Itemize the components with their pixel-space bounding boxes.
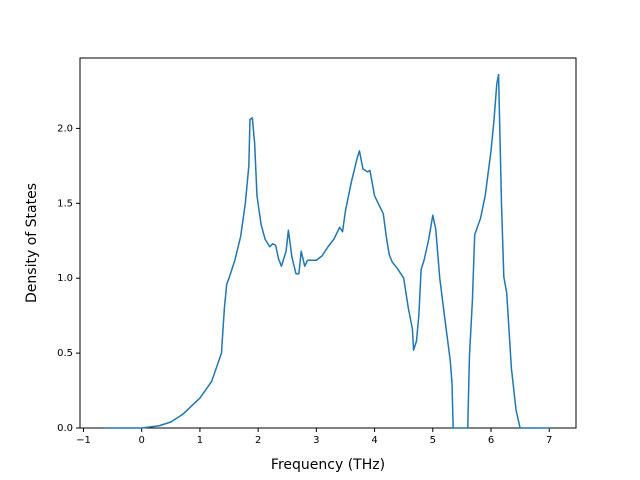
x-tick-label: 0 <box>139 435 145 446</box>
x-tick-label: 7 <box>546 435 552 446</box>
x-tick-label: −1 <box>76 435 91 446</box>
y-tick-label: 0.0 <box>57 423 73 434</box>
y-tick-label: 2.0 <box>57 123 73 134</box>
x-tick-label: 5 <box>430 435 436 446</box>
y-tick-label: 0.5 <box>57 348 73 359</box>
x-tick-label: 3 <box>313 435 319 446</box>
x-tick-label: 4 <box>371 435 377 446</box>
y-tick-label: 1.5 <box>57 198 73 209</box>
y-axis-label: Density of States <box>24 183 40 303</box>
x-tick-label: 1 <box>197 435 203 446</box>
y-tick-label: 1.0 <box>57 273 73 284</box>
plot-frame <box>79 57 577 429</box>
dos-line <box>103 73 551 429</box>
x-tick-label: 6 <box>488 435 494 446</box>
x-tick-label: 2 <box>255 435 261 446</box>
x-axis-label: Frequency (THz) <box>271 457 385 473</box>
